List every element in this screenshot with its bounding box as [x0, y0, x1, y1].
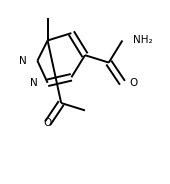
Text: O: O [129, 78, 138, 88]
Text: NH₂: NH₂ [133, 36, 152, 45]
Text: O: O [44, 118, 52, 128]
Text: N: N [19, 56, 27, 66]
Text: N: N [30, 78, 37, 88]
